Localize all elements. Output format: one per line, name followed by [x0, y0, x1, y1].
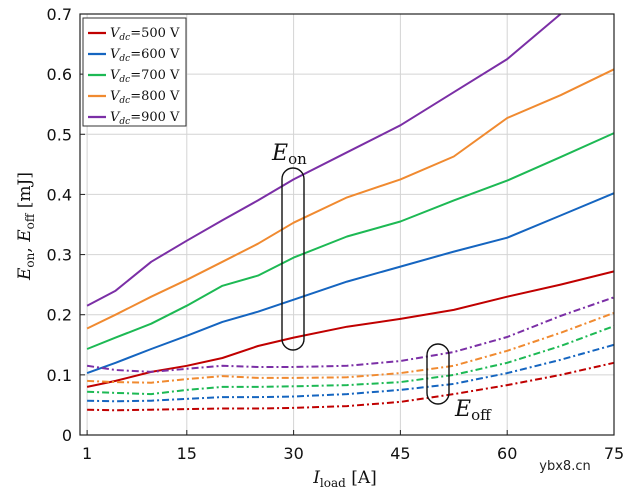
- legend-entry: Vdc=600 V: [110, 47, 180, 64]
- legend-box: [82, 17, 187, 127]
- y-tick-label: 0.4: [47, 185, 72, 204]
- tick-labels: 1 15 30 45 60 75 0 0.1 0.2 0.3 0.4 0.5 0.6 0.7: [47, 5, 625, 463]
- plot-frame: [79, 13, 615, 436]
- x-tick-label: 75: [604, 444, 624, 463]
- x-tick-label: 1: [82, 444, 92, 463]
- x-tick-label: 30: [283, 444, 303, 463]
- y-tick-label: 0.1: [47, 366, 72, 385]
- eon-annotation-label: Eon: [271, 141, 307, 168]
- eon-group-ellipse: [281, 167, 305, 351]
- y-tick-label: 0: [62, 426, 72, 445]
- y-tick-label: 0.3: [47, 246, 72, 265]
- x-tick-label: 60: [497, 444, 517, 463]
- series-line: [86, 68, 615, 330]
- series-line: [86, 13, 562, 307]
- y-tick-label: 0.6: [47, 65, 72, 84]
- annotations: Eon Eoff: [271, 141, 492, 424]
- y-tick-label: 0.7: [47, 5, 72, 24]
- x-tick-label: 45: [390, 444, 410, 463]
- series-line: [87, 311, 615, 384]
- y-tick-label: 0.2: [47, 306, 72, 325]
- eoff-group-ellipse: [426, 343, 450, 405]
- legend-entry: Vdc=900 V: [110, 110, 180, 127]
- series-line: [87, 343, 615, 403]
- series-line: [87, 361, 615, 412]
- series-line: [86, 192, 615, 375]
- series-line: [86, 132, 615, 350]
- legend-entry: Vdc=800 V: [110, 89, 180, 106]
- series-line: [87, 325, 615, 396]
- y-axis-label: Eon, Eoff [mJ]: [15, 172, 37, 281]
- eoff-annotation-label: Eoff: [454, 397, 492, 424]
- series-line: [86, 296, 615, 373]
- watermark-text: ybx8.cn: [539, 459, 590, 474]
- legend: Vdc=500 V Vdc=600 V Vdc=700 V Vdc=800 V Vdc=…: [82, 17, 187, 127]
- x-tick-label: 15: [177, 444, 197, 463]
- x-axis-label: Iload [A]: [312, 468, 377, 490]
- legend-entry: Vdc=500 V: [110, 26, 180, 43]
- series-lines: [86, 13, 615, 412]
- legend-entry: Vdc=700 V: [110, 68, 180, 85]
- y-tick-label: 0.5: [47, 125, 72, 144]
